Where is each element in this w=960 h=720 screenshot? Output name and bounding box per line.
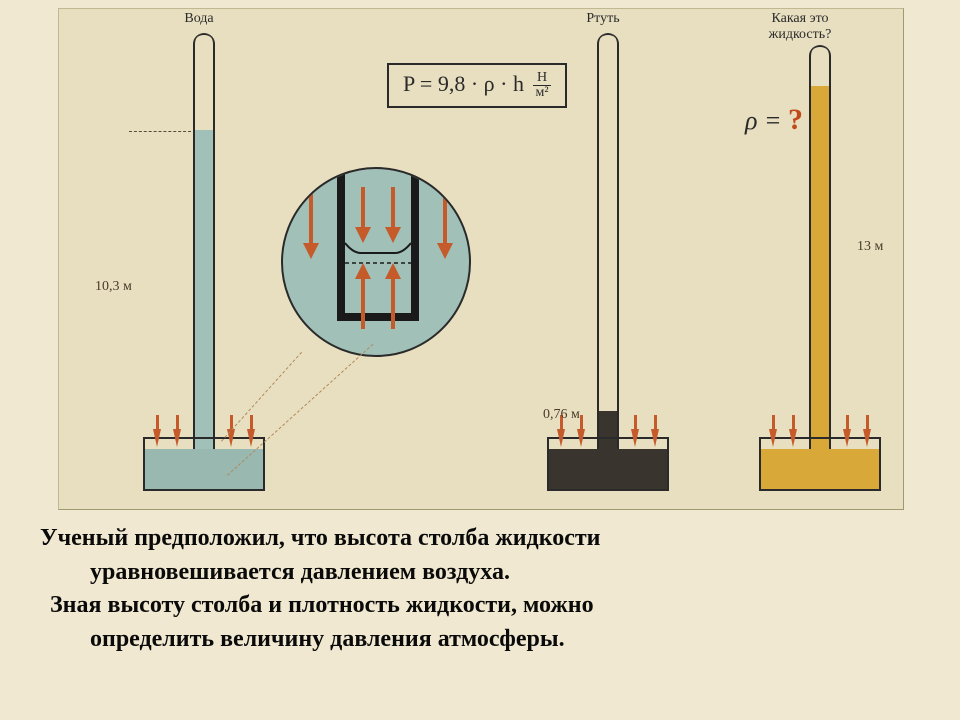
unknown-tube bbox=[809, 45, 831, 455]
arrow-down-icon bbox=[843, 429, 851, 447]
rho-question: ρ = ? bbox=[745, 103, 803, 137]
detail-svg bbox=[283, 169, 471, 357]
unknown-basin-liquid bbox=[761, 449, 879, 489]
unknown-tube-fill bbox=[811, 86, 829, 453]
caption-line4: определить величину давления атмосферы. bbox=[40, 623, 920, 657]
mercury-height-label: 0,76 м bbox=[543, 407, 580, 423]
mercury-basin-liquid bbox=[549, 449, 667, 489]
caption-line3: Зная высоту столба и плотность жидкости,… bbox=[40, 589, 920, 623]
water-column: Вода 10,3 м bbox=[99, 9, 299, 509]
arrow-down-icon bbox=[863, 429, 871, 447]
arrow-down-icon bbox=[631, 429, 639, 447]
caption-line1: Ученый предположил, что высота столба жи… bbox=[40, 525, 600, 551]
water-height-label: 10,3 м bbox=[95, 279, 132, 295]
water-tube-fill bbox=[195, 130, 213, 453]
arrow-down-icon bbox=[789, 429, 797, 447]
unknown-label: Какая это жидкость? bbox=[705, 11, 895, 43]
question-mark-icon: ? bbox=[788, 103, 803, 136]
unknown-column: Какая это жидкость? 13 м bbox=[709, 9, 899, 509]
diagram-panel: Вода 10,3 м bbox=[58, 8, 904, 510]
arrow-down-icon bbox=[247, 429, 255, 447]
caption-text: Ученый предположил, что высота столба жи… bbox=[40, 522, 920, 656]
arrow-down-icon bbox=[557, 429, 565, 447]
water-dim-line bbox=[129, 131, 191, 132]
arrow-down-icon bbox=[651, 429, 659, 447]
unknown-basin-arrows bbox=[763, 413, 877, 447]
water-tube-cap bbox=[195, 33, 213, 47]
mercury-column: Ртуть 0,76 м bbox=[503, 9, 703, 509]
caption-line2: уравновешивается давлением воздуха. bbox=[40, 556, 920, 590]
arrow-down-icon bbox=[173, 429, 181, 447]
arrow-down-icon bbox=[577, 429, 585, 447]
unknown-tube-cap bbox=[811, 45, 829, 59]
mercury-tube bbox=[597, 33, 619, 455]
unknown-height-label: 13 м bbox=[857, 239, 883, 255]
arrow-down-icon bbox=[153, 429, 161, 447]
water-tube bbox=[193, 33, 215, 455]
water-basin-liquid bbox=[145, 449, 263, 489]
mercury-tube-cap bbox=[599, 33, 617, 47]
mercury-label: Ртуть bbox=[503, 11, 703, 27]
water-label: Вода bbox=[99, 11, 299, 27]
arrow-down-icon bbox=[769, 429, 777, 447]
unknown-label-text: Какая это жидкость? bbox=[769, 11, 832, 42]
water-basin-arrows bbox=[147, 413, 261, 447]
detail-circle bbox=[281, 167, 471, 357]
